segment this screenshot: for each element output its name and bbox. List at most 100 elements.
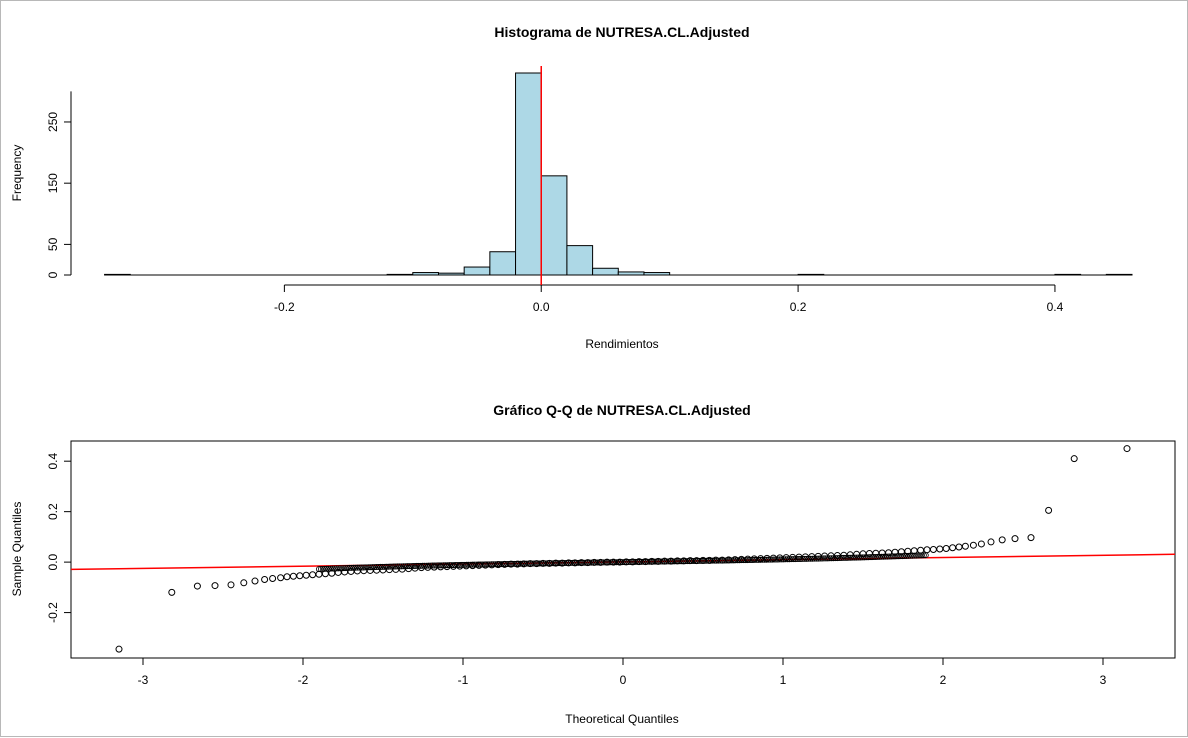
qq-point (517, 560, 524, 567)
qq-point (1123, 445, 1131, 453)
qq-point (408, 563, 415, 570)
qq-point (627, 559, 634, 566)
qq-point (484, 561, 491, 568)
qq-point (915, 552, 922, 559)
qq-point (669, 558, 676, 565)
qq-point (794, 556, 801, 563)
qq-point (834, 555, 841, 562)
qq-point (387, 563, 394, 570)
qq-point (575, 559, 582, 566)
qq-point (623, 559, 630, 566)
qq-point (855, 554, 862, 561)
histogram-bar (515, 72, 542, 276)
qq-point (630, 558, 637, 565)
qq-point (680, 558, 687, 565)
histogram-bar (463, 266, 491, 276)
qq-x-tick-label: 2 (940, 673, 947, 687)
qq-point (809, 555, 816, 562)
qq-point (371, 564, 378, 571)
qq-point (684, 558, 691, 565)
qq-point (675, 558, 682, 565)
qq-point (582, 559, 589, 566)
qq-point (486, 561, 493, 568)
qq-point (363, 564, 370, 571)
qq-point (396, 563, 403, 570)
qq-point (701, 557, 708, 564)
qq-point (315, 570, 323, 578)
qq-point (786, 556, 793, 563)
qq-point (724, 557, 731, 564)
qq-point (1011, 535, 1019, 543)
qq-point (483, 561, 490, 568)
qq-point (394, 563, 401, 570)
qq-point (251, 577, 259, 585)
qq-point (521, 560, 528, 567)
qq-point (732, 557, 739, 564)
qq-point (567, 559, 574, 566)
qq-point (509, 560, 516, 567)
qq-point (579, 559, 586, 566)
qq-point (404, 563, 411, 570)
qq-point (492, 561, 499, 568)
qq-point (588, 559, 595, 566)
qq-point (417, 562, 424, 569)
qq-point (435, 562, 442, 569)
qq-point (531, 560, 538, 567)
qq-y-tick-label: 0.0 (46, 553, 60, 570)
qq-point (920, 552, 927, 559)
qq-point (605, 559, 612, 566)
histogram-x-axis: -0.2 0.0 0.2 0.4 (274, 284, 1064, 314)
qq-point (836, 555, 843, 562)
qq-point (784, 556, 791, 563)
qq-point (511, 560, 518, 567)
qq-point (744, 557, 751, 564)
qq-point (586, 559, 593, 566)
qq-point (473, 561, 480, 568)
qq-point (609, 559, 616, 566)
qq-point (907, 552, 914, 559)
qq-point (792, 556, 799, 563)
qq-point (425, 562, 432, 569)
qq-point (628, 558, 635, 565)
qq-point (556, 560, 563, 567)
qq-point (615, 559, 622, 566)
histogram-y-tick-label: 50 (46, 237, 60, 251)
qq-point (429, 562, 436, 569)
qq-point (415, 562, 422, 569)
qq-point (410, 563, 417, 570)
qq-point (329, 565, 336, 572)
qq-point (715, 557, 722, 564)
qq-point (772, 556, 779, 563)
qq-point (211, 582, 219, 590)
qq-point (998, 536, 1006, 544)
qq-point (388, 563, 395, 570)
qq-point (665, 558, 672, 565)
qq-point (828, 555, 835, 562)
qq-point (559, 560, 566, 567)
qq-point (296, 572, 304, 580)
qq-point (360, 564, 367, 571)
qq-point (717, 557, 724, 564)
qq-point (698, 557, 705, 564)
qq-point (600, 559, 607, 566)
qq-point (977, 540, 985, 548)
qq-point (734, 557, 741, 564)
qq-x-axis: -3 -2 -1 0 1 2 3 (138, 658, 1107, 687)
qq-point (193, 582, 201, 590)
histogram-y-tick-label: 250 (46, 112, 60, 132)
qq-x-tick-label: -3 (138, 673, 149, 687)
qq-point (817, 555, 824, 562)
qq-point (748, 556, 755, 563)
histogram-x-tick-label: 0.2 (790, 300, 807, 314)
qq-point (362, 564, 369, 571)
qq-point (619, 559, 626, 566)
qq-point (820, 555, 827, 562)
qq-point (369, 564, 376, 571)
qq-point (811, 555, 818, 562)
qq-point (542, 560, 549, 567)
qq-point (507, 560, 514, 567)
qq-point (790, 556, 797, 563)
qq-point (917, 546, 925, 554)
qq-point (515, 560, 522, 567)
qq-point (840, 554, 847, 561)
